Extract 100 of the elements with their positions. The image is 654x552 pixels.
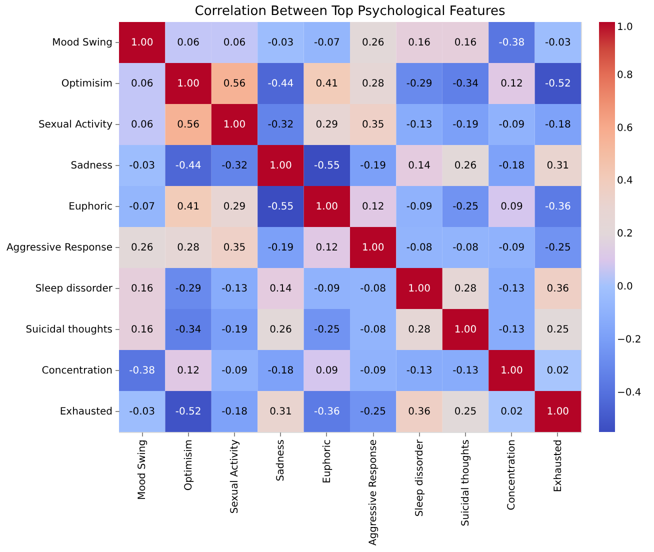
data-label: 1.00 <box>316 202 338 212</box>
y-tick-label: Exhausted <box>60 406 112 418</box>
data-label: 0.29 <box>316 120 338 130</box>
data-label: 0.26 <box>454 160 477 172</box>
data-label: -0.36 <box>544 202 571 212</box>
data-label: 1.00 <box>270 160 292 172</box>
data-label: -0.18 <box>268 366 294 376</box>
data-label: 0.29 <box>223 202 246 212</box>
data-label: -0.19 <box>268 242 294 254</box>
y-tick-label: Optimisim <box>61 78 112 90</box>
data-label: -0.03 <box>268 38 294 48</box>
data-label: -0.25 <box>360 406 386 418</box>
data-label: 0.16 <box>130 284 154 294</box>
data-label: -0.25 <box>452 202 478 212</box>
data-label: 1.00 <box>500 366 523 376</box>
data-label: -0.25 <box>544 242 571 254</box>
data-label: 0.14 <box>408 160 430 172</box>
data-label: -0.09 <box>406 202 432 212</box>
data-label: 1.00 <box>223 120 246 130</box>
data-label: 0.26 <box>362 38 384 48</box>
data-label: 0.41 <box>177 202 200 212</box>
data-label: 0.28 <box>408 324 430 336</box>
data-label: 0.25 <box>546 324 570 336</box>
data-label: -0.13 <box>498 324 525 336</box>
data-label: -0.07 <box>129 202 156 212</box>
color-bar-label: −0.4 <box>617 387 642 398</box>
data-label: -0.32 <box>222 160 248 172</box>
data-label: 0.02 <box>500 406 523 418</box>
x-tick-label: Concentration <box>506 440 518 510</box>
data-label: 1.00 <box>362 242 384 254</box>
color-bar-label: 0.0 <box>617 282 633 293</box>
data-label: 1.00 <box>454 324 477 336</box>
data-label: -0.29 <box>406 78 432 90</box>
color-bar-label: 0.8 <box>617 70 633 81</box>
data-label: -0.08 <box>360 284 386 294</box>
x-tick-label: Sexual Activity <box>230 439 240 514</box>
data-label: -0.55 <box>314 160 340 172</box>
data-label: 1.00 <box>408 284 430 294</box>
data-label: -0.13 <box>406 366 432 376</box>
data-label: -0.44 <box>268 78 294 90</box>
data-label: 0.09 <box>316 366 338 376</box>
data-label: 0.25 <box>454 406 477 418</box>
data-label: -0.19 <box>452 120 478 130</box>
data-label: 0.35 <box>362 120 384 130</box>
data-label: 0.31 <box>270 406 292 418</box>
x-tick-label: Aggressive Response <box>368 440 380 546</box>
data-label: 0.12 <box>362 202 384 212</box>
y-tick-label: Sleep dissorder <box>35 284 114 294</box>
color-bar-label: 0.6 <box>617 122 633 134</box>
data-label: -0.19 <box>222 324 248 336</box>
y-tick-label: Mood Swing <box>52 38 112 48</box>
data-label: -0.29 <box>175 284 202 294</box>
data-label: -0.08 <box>406 242 432 254</box>
data-label: 0.16 <box>454 38 477 48</box>
data-label: 0.35 <box>223 242 246 254</box>
data-label: -0.09 <box>498 120 525 130</box>
data-label: 0.12 <box>500 78 523 90</box>
data-label: -0.09 <box>314 284 340 294</box>
data-label: -0.55 <box>268 202 294 212</box>
data-label: 0.36 <box>546 284 570 294</box>
data-label: 0.09 <box>500 202 523 212</box>
color-bar-label: 0.4 <box>617 176 633 187</box>
data-label: 0.02 <box>546 366 570 376</box>
data-label: 0.16 <box>408 38 430 48</box>
data-label: 0.41 <box>316 78 338 90</box>
y-tick-label: Sadness <box>70 160 112 172</box>
data-label: -0.07 <box>314 38 340 48</box>
x-tick-label: Optimisim <box>183 440 194 491</box>
x-tick-label: Euphoric <box>322 440 333 484</box>
y-tick-label: Aggressive Response <box>6 242 112 254</box>
data-label: -0.08 <box>452 242 478 254</box>
data-label: 0.28 <box>362 78 384 90</box>
data-label: -0.52 <box>544 78 571 90</box>
data-label: -0.13 <box>498 284 525 294</box>
data-label: -0.13 <box>406 120 432 130</box>
data-label: -0.03 <box>129 160 156 172</box>
data-label: 0.14 <box>270 284 292 294</box>
data-label: -0.09 <box>360 366 386 376</box>
data-label: 0.56 <box>223 78 246 90</box>
data-label: -0.52 <box>175 406 202 418</box>
color-bar-label: 1.0 <box>617 22 633 33</box>
x-tick-label: Sadness <box>276 440 287 482</box>
color-bar-label: 0.2 <box>617 228 633 240</box>
data-label: 1.00 <box>546 406 570 418</box>
data-label: 0.26 <box>130 242 154 254</box>
x-tick-label: Suicidal thoughts <box>460 440 472 526</box>
data-label: -0.38 <box>129 366 156 376</box>
x-tick-label: Exhausted <box>552 440 564 492</box>
data-label: 0.31 <box>546 160 570 172</box>
data-label: -0.09 <box>498 242 525 254</box>
data-label: -0.09 <box>222 366 248 376</box>
data-label: -0.18 <box>498 160 525 172</box>
data-label: -0.36 <box>314 406 340 418</box>
data-label: -0.18 <box>222 406 248 418</box>
y-tick-label: Concentration <box>42 366 112 376</box>
y-tick-label: Suicidal thoughts <box>26 324 112 336</box>
data-label: -0.18 <box>544 120 571 130</box>
data-label: -0.19 <box>360 160 386 172</box>
color-bar-label: −0.2 <box>617 334 642 346</box>
data-label: 0.12 <box>316 242 338 254</box>
